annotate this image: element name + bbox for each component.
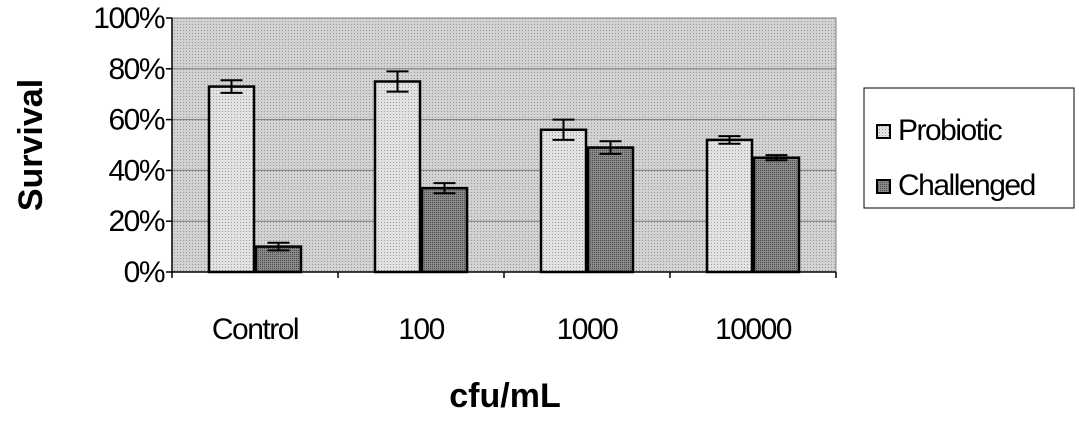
y-tick-label: 60% [108, 104, 164, 137]
y-axis-ticks: 0% 20% 40% 60% 80% 100% [93, 2, 172, 289]
x-tick-label: Control [212, 313, 298, 346]
x-tick-label: 1000 [557, 313, 619, 346]
x-tick-label: 100 [398, 313, 444, 346]
bar-probiotic-100 [373, 80, 422, 274]
bar-probiotic-control [207, 85, 256, 274]
legend-swatch-probiotic [876, 124, 891, 139]
bars-layer [207, 80, 801, 274]
legend-swatch-challenged [876, 179, 891, 194]
y-axis-title: Survival [12, 79, 50, 211]
bar-challenged-1000 [586, 146, 635, 274]
y-tick-label: 40% [108, 154, 164, 187]
x-tick-label: 10000 [715, 313, 792, 346]
bar-probiotic-1000 [539, 128, 588, 274]
error-bars-layer [220, 70, 788, 252]
y-tick-label: 80% [108, 53, 164, 86]
legend-label-probiotic: Probiotic [898, 114, 1003, 147]
legend-box [863, 87, 1075, 209]
y-tick-label: 100% [93, 2, 165, 35]
bar-challenged-100 [420, 186, 469, 274]
bar-challenged-10000 [752, 156, 801, 274]
y-tick-label: 20% [108, 205, 164, 238]
legend-label-challenged: Challenged [898, 169, 1035, 202]
bar-probiotic-10000 [705, 138, 754, 274]
x-axis-title: cfu/mL [449, 377, 560, 415]
x-axis-ticks: Control 100 1000 10000 [171, 272, 837, 346]
legend: Probiotic Challenged [863, 87, 1075, 209]
y-tick-label: 0% [124, 256, 165, 289]
